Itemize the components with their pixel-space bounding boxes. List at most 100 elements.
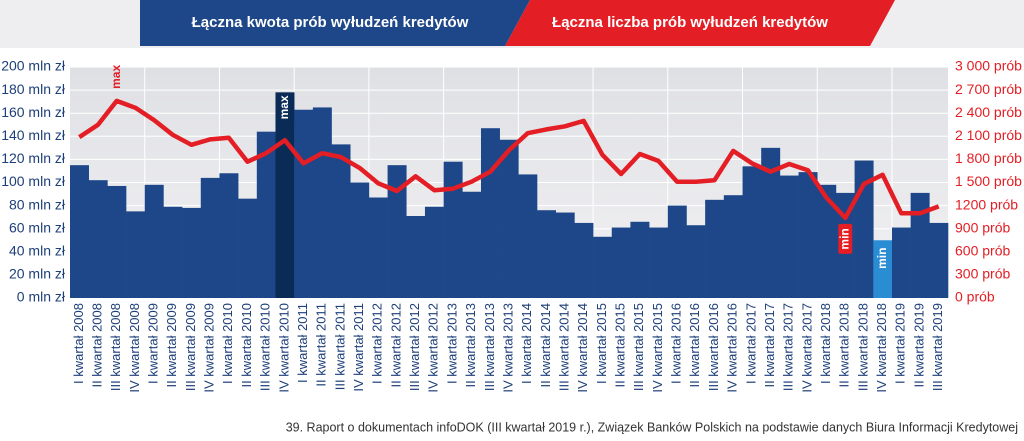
- y-tick-label: 200 mln zł: [1, 58, 66, 74]
- bar: [88, 180, 108, 298]
- source: 39. Raport o dokumentach infoDOK (III kw…: [286, 420, 1018, 434]
- header-title: Łączna kwota prób wyłudzeń kredytów: [192, 14, 469, 31]
- x-tick-label: IV kwartał 2015: [650, 303, 665, 393]
- x-tick-label: III kwartał 2016: [706, 303, 721, 391]
- bar: [873, 240, 893, 298]
- bar: [891, 227, 911, 298]
- y-tick-label: 120 mln zł: [1, 150, 66, 166]
- bar: [275, 92, 295, 298]
- x-tick-label: I kwartał 2013: [444, 303, 459, 384]
- bar: [779, 175, 799, 298]
- y-tick-label: 0 mln zł: [17, 289, 66, 305]
- y-tick-label: 60 mln zł: [9, 219, 66, 235]
- bar: [126, 211, 146, 298]
- y2-tick-label: 300 prób: [955, 266, 1010, 282]
- header-left: [140, 0, 530, 46]
- bar: [798, 172, 818, 298]
- x-tick-label: II kwartał 2014: [538, 303, 553, 388]
- bar: [312, 107, 332, 298]
- x-tick-label: I kwartał 2012: [370, 303, 385, 384]
- y2-tick-label: 0 prób: [955, 289, 995, 305]
- x-tick-label: III kwartał 2018: [855, 303, 870, 391]
- x-tick-label: II kwartał 2019: [911, 303, 926, 388]
- x-tick-label: II kwartał 2010: [239, 303, 254, 388]
- x-tick-label: III kwartał 2017: [781, 303, 796, 391]
- bar: [910, 192, 930, 298]
- x-tick-label: I kwartał 2011: [295, 303, 310, 383]
- x-tick-label: I kwartał 2010: [220, 303, 235, 384]
- x-tick-label: III kwartał 2014: [556, 303, 571, 391]
- x-tick-label: I kwartał 2008: [71, 303, 86, 384]
- bar: [144, 184, 164, 298]
- bar: [256, 131, 276, 298]
- bar: [387, 165, 407, 298]
- y-tick-label: 100 mln zł: [1, 173, 66, 189]
- x-tick-label: III kwartał 2009: [183, 303, 198, 391]
- y2-tick-label: 600 prób: [955, 243, 1010, 259]
- bar: [499, 139, 519, 298]
- x-tick-label: I kwartał 2015: [594, 303, 609, 384]
- header-right: [505, 0, 895, 46]
- x-tick-label: III kwartał 2012: [407, 303, 422, 391]
- bar: [723, 195, 743, 298]
- bar: [70, 165, 89, 298]
- bar-max-label: max: [277, 95, 291, 119]
- x-tick-label: II kwartał 2008: [89, 303, 104, 388]
- header-title: Łączna liczba prób wyłudzeń kredytów: [552, 14, 828, 31]
- x-tick-label: II kwartał 2018: [837, 303, 852, 388]
- bar: [742, 166, 762, 298]
- bar: [331, 144, 351, 298]
- y-tick-label: 160 mln zł: [1, 104, 66, 120]
- x-tick-label: IV kwartał 2017: [799, 303, 814, 393]
- bar: [200, 177, 220, 298]
- bar: [817, 184, 837, 298]
- y2-tick-label: 2 100 prób: [955, 127, 1022, 143]
- x-tick-label: IV kwartał 2008: [127, 303, 142, 393]
- x-tick-label: II kwartał 2017: [762, 303, 777, 388]
- x-tick-label: III kwartał 2015: [631, 303, 646, 391]
- y-tick-label: 180 mln zł: [1, 81, 66, 97]
- x-tick-label: II kwartał 2016: [687, 303, 702, 388]
- y2-tick-label: 1 500 prób: [955, 173, 1022, 189]
- bar: [686, 225, 706, 298]
- x-tick-label: II kwartał 2013: [463, 303, 478, 388]
- y-tick-label: 140 mln zł: [1, 127, 66, 143]
- x-tick-label: IV kwartał 2014: [575, 303, 590, 393]
- bar: [238, 198, 258, 298]
- x-tick-label: III kwartał 2011: [332, 303, 347, 390]
- max-badge: [275, 92, 295, 123]
- y2-tick-label: 900 prób: [955, 219, 1010, 235]
- y-tick-label: 40 mln zł: [9, 243, 66, 259]
- x-tick-label: III kwartał 2008: [108, 303, 123, 391]
- bar: [630, 221, 650, 298]
- x-tick-label: IV kwartał 2012: [426, 303, 441, 393]
- bar: [294, 109, 314, 298]
- bar: [219, 173, 239, 298]
- bar: [611, 227, 631, 298]
- bar: [424, 206, 444, 298]
- x-tick-label: I kwartał 2019: [893, 303, 908, 384]
- x-tick-label: II kwartał 2012: [388, 303, 403, 388]
- y2-tick-label: 3 000 prób: [955, 58, 1022, 74]
- y2-tick-label: 1200 prób: [955, 196, 1018, 212]
- y-tick-label: 80 mln zł: [9, 196, 66, 212]
- x-tick-label: II kwartał 2009: [164, 303, 179, 388]
- x-tick-label: III kwartał 2010: [258, 303, 273, 391]
- x-tick-label: I kwartał 2014: [519, 303, 534, 384]
- bar: [406, 215, 426, 298]
- line-min-label: min: [837, 228, 851, 249]
- x-tick-label: I kwartał 2016: [669, 303, 684, 384]
- bar: [107, 185, 127, 298]
- bar: [368, 197, 388, 298]
- bar: [350, 182, 370, 298]
- x-tick-label: III kwartał 2019: [930, 303, 945, 391]
- x-tick-label: I kwartał 2017: [743, 303, 758, 384]
- min-badge: [838, 223, 853, 254]
- x-tick-label: IV kwartał 2016: [725, 303, 740, 393]
- x-tick-label: I kwartał 2018: [818, 303, 833, 384]
- bar: [574, 222, 594, 298]
- bar: [555, 212, 575, 298]
- bar: [705, 199, 725, 298]
- x-tick-label: IV kwartał 2010: [276, 303, 291, 393]
